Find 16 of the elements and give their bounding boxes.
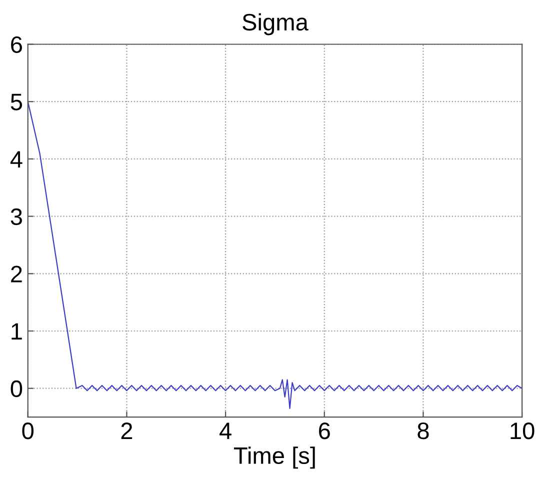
y-tick-label: 6 — [11, 36, 22, 54]
x-tick-label: 0 — [22, 422, 34, 440]
line-series — [28, 101, 522, 409]
y-tick-label: 1 — [12, 323, 22, 340]
y-tick-label: 0 — [10, 380, 22, 398]
x-tick-label: 6 — [319, 422, 330, 440]
chart-title: Sigma — [242, 13, 308, 36]
x-tick-label: 8 — [418, 422, 429, 440]
x-tick-label: 10 — [510, 422, 534, 440]
y-tick-label: 5 — [10, 94, 22, 110]
y-tick-label: 2 — [11, 266, 22, 282]
x-axis-title: Time [s] — [234, 446, 315, 469]
y-tick-label: 4 — [10, 151, 22, 168]
y-tick-label: 3 — [10, 208, 22, 226]
x-tick-label: 2 — [121, 422, 132, 439]
x-tick-label: 4 — [220, 422, 232, 439]
